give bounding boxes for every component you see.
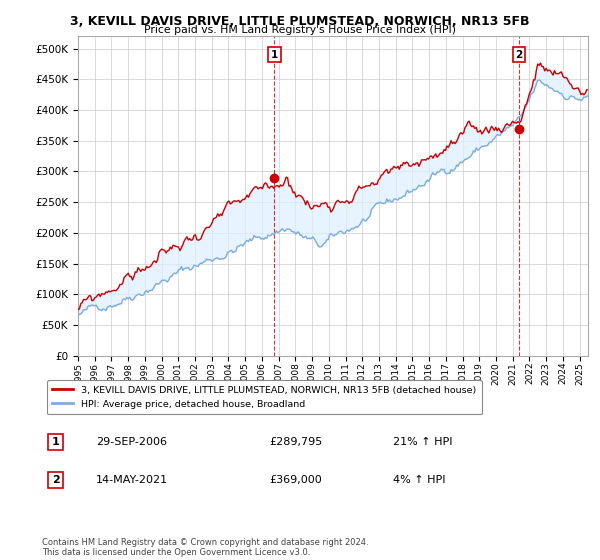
Text: £289,795: £289,795	[269, 437, 322, 447]
Text: 2: 2	[515, 50, 523, 60]
Text: 1: 1	[52, 437, 59, 447]
Text: 3, KEVILL DAVIS DRIVE, LITTLE PLUMSTEAD, NORWICH, NR13 5FB: 3, KEVILL DAVIS DRIVE, LITTLE PLUMSTEAD,…	[70, 15, 530, 27]
Legend: 3, KEVILL DAVIS DRIVE, LITTLE PLUMSTEAD, NORWICH, NR13 5FB (detached house), HPI: 3, KEVILL DAVIS DRIVE, LITTLE PLUMSTEAD,…	[47, 380, 482, 414]
Text: 21% ↑ HPI: 21% ↑ HPI	[393, 437, 452, 447]
Text: Contains HM Land Registry data © Crown copyright and database right 2024.
This d: Contains HM Land Registry data © Crown c…	[42, 538, 368, 557]
Text: Price paid vs. HM Land Registry's House Price Index (HPI): Price paid vs. HM Land Registry's House …	[144, 25, 456, 35]
Text: 4% ↑ HPI: 4% ↑ HPI	[393, 475, 445, 485]
Text: 2: 2	[52, 475, 59, 485]
Text: 14-MAY-2021: 14-MAY-2021	[96, 475, 168, 485]
Text: £369,000: £369,000	[269, 475, 322, 485]
Text: 1: 1	[271, 50, 278, 60]
Text: 29-SEP-2006: 29-SEP-2006	[96, 437, 167, 447]
